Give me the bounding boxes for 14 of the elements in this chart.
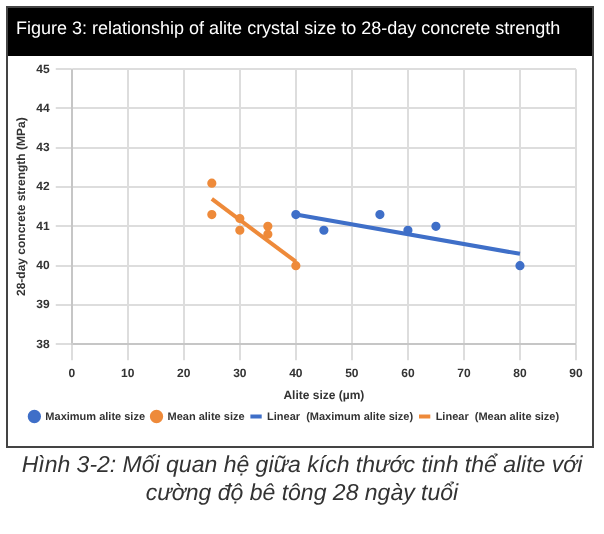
point bbox=[375, 209, 385, 220]
point bbox=[207, 178, 217, 188]
point bbox=[207, 209, 217, 220]
text: Hình 3-2: Mối quan hệ giữa kích thước tinh thể alite với cường độ bê tông 28 ngày tuổi bbox=[19, 452, 585, 508]
point bbox=[319, 225, 329, 235]
point bbox=[263, 221, 273, 231]
point bbox=[291, 209, 301, 220]
point bbox=[235, 213, 245, 224]
chart-title: Figure 3: relationship of alite crystal size to 28-day concrete strength bbox=[8, 8, 592, 56]
point bbox=[235, 225, 245, 235]
point bbox=[431, 221, 441, 231]
point bbox=[263, 229, 273, 239]
point bbox=[291, 261, 301, 271]
point bbox=[515, 261, 525, 271]
